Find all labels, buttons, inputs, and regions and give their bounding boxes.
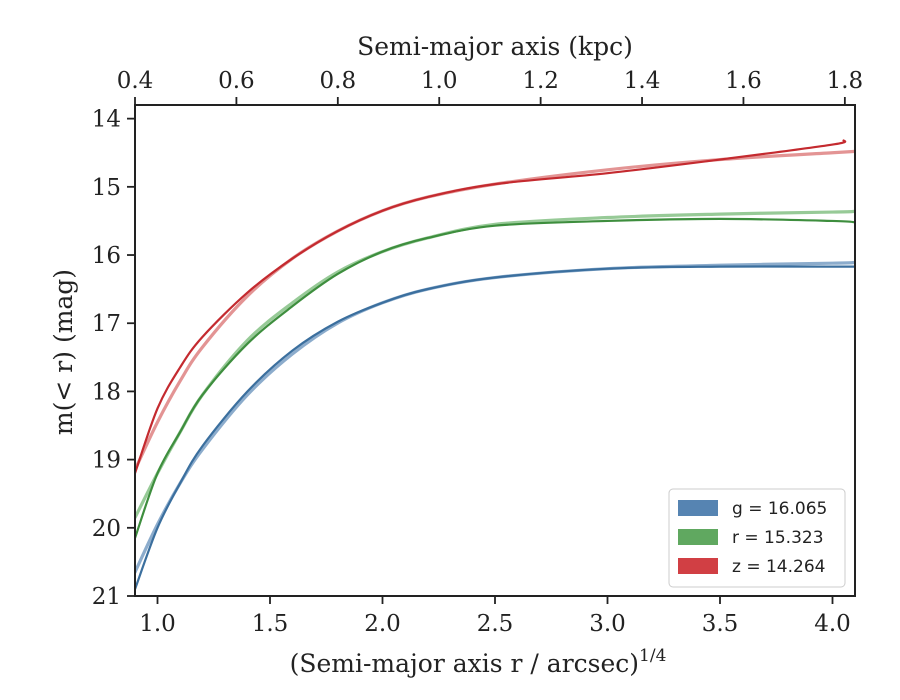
y-tick-label: 20: [92, 516, 121, 542]
legend-label-g: g = 16.065: [732, 499, 827, 519]
series-layer: [135, 139, 855, 591]
top-tick-label: 1.6: [725, 68, 762, 94]
y-tick-label: 14: [92, 107, 121, 133]
legend-swatch-r: [678, 529, 718, 545]
top-tick-label: 0.6: [218, 68, 255, 94]
x-tick-label: 3.0: [589, 611, 626, 637]
x-tick-label: 4.0: [814, 611, 851, 637]
y-tick-label: 15: [92, 175, 121, 201]
bottom-axis-title-text: (Semi-major axis r / arcsec): [290, 649, 639, 678]
top-tick-label: 1.2: [522, 68, 559, 94]
series-line-r-data: [135, 217, 855, 540]
x-tick-label: 3.5: [702, 611, 739, 637]
axis-layer: 1.0 1.5 2.0 2.5 3.0 3.5 4.0 14 15 16 17 18 19 20 21 0.4…: [92, 68, 863, 637]
legend-swatch-z: [678, 558, 718, 574]
legend-label-z: z = 14.264: [732, 557, 825, 577]
y-axis-title: m(< r) (mag): [49, 269, 78, 435]
y-tick-label: 21: [92, 584, 121, 610]
series-line-g-data: [135, 265, 855, 591]
y-tick-label: 19: [92, 448, 121, 474]
top-tick-label: 0.4: [117, 68, 154, 94]
legend-swatch-g: [678, 500, 718, 516]
legend-label-r: r = 15.323: [732, 528, 824, 548]
y-tick-label: 16: [92, 243, 121, 269]
y-tick-label: 17: [92, 311, 121, 337]
top-tick-label: 1.4: [624, 68, 661, 94]
x-tick-label: 2.0: [364, 611, 401, 637]
x-tick-label: 1.0: [139, 611, 176, 637]
top-axis-title: Semi-major axis (kpc): [357, 32, 633, 61]
y-tick-label: 18: [92, 379, 121, 405]
top-tick-label: 0.8: [320, 68, 357, 94]
x-tick-label: 2.5: [477, 611, 514, 637]
series-line-z-data: [135, 139, 847, 475]
legend: g = 16.065 r = 15.323 z = 14.264: [668, 488, 846, 588]
x-tick-label: 1.5: [252, 611, 289, 637]
plot-frame: [134, 104, 856, 597]
bottom-axis-title: (Semi-major axis r / arcsec)1/4: [290, 646, 667, 678]
top-tick-label: 1.0: [421, 68, 458, 94]
bottom-axis-title-exponent: 1/4: [639, 646, 666, 666]
top-tick-label: 1.8: [827, 68, 864, 94]
